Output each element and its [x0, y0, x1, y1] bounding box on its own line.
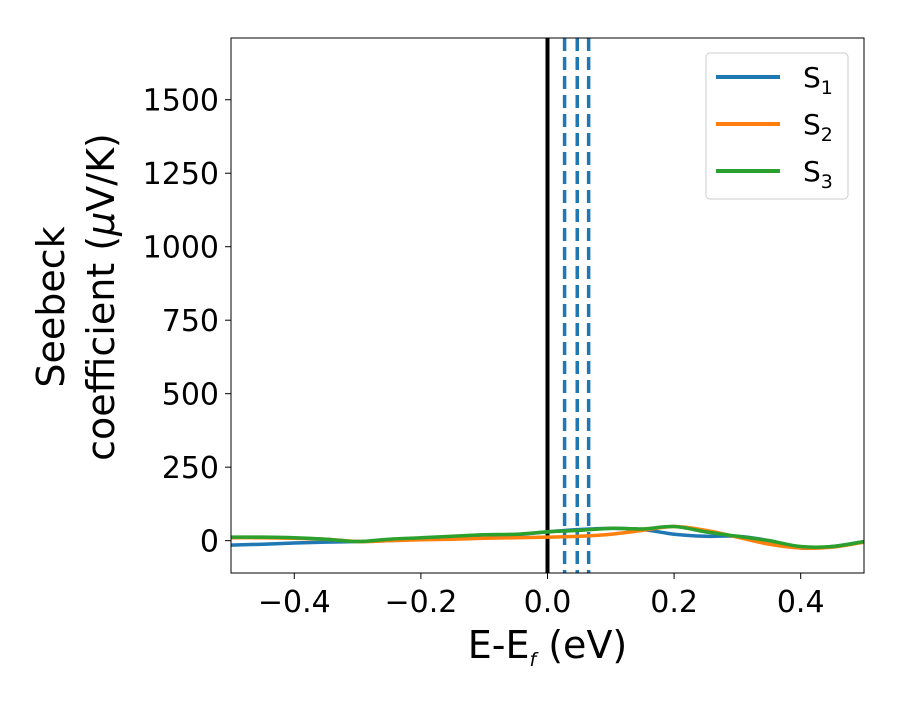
y-tick-label: 500 — [162, 378, 219, 413]
x-axis-label: E-Ef (eV) — [468, 623, 628, 671]
y-axis-label-line1: Seebeck — [29, 226, 73, 387]
y-tick-label: 1500 — [143, 84, 219, 119]
x-tick-label: 0.4 — [777, 585, 825, 620]
legend-label-s1: S1 — [803, 61, 833, 99]
vertical-lines — [545, 38, 591, 573]
series-lines — [230, 524, 865, 551]
series-line-s3 — [230, 524, 865, 549]
y-tick-label: 0 — [200, 525, 219, 560]
y-tick-label: 750 — [162, 304, 219, 339]
y-tick-label: 250 — [162, 451, 219, 486]
x-axis-ticks: −0.4 −0.2 0.0 0.2 0.4 — [258, 573, 825, 620]
x-tick-label: 0.0 — [524, 585, 572, 620]
legend-label-s3: S3 — [803, 155, 833, 193]
y-axis-label-line2: coefficient (μV/K) — [79, 133, 123, 461]
legend-label-s2: S2 — [803, 108, 833, 146]
y-axis-label: Seebeck coefficient (μV/K) — [29, 133, 123, 461]
y-axis-ticks: 0 250 500 750 1000 1250 1500 — [143, 84, 231, 560]
x-tick-label: 0.2 — [650, 585, 698, 620]
x-tick-label: −0.4 — [258, 585, 331, 620]
y-tick-label: 1000 — [143, 231, 219, 266]
x-tick-label: −0.2 — [384, 585, 457, 620]
legend: S1 S2 S3 — [705, 52, 849, 200]
y-tick-label: 1250 — [143, 157, 219, 192]
